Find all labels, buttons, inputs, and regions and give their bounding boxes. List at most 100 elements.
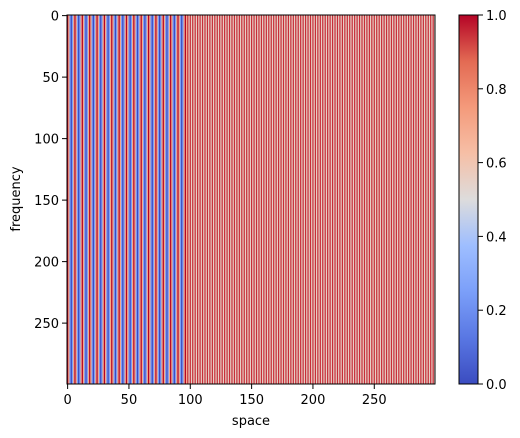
x-tick-label: 100 — [178, 393, 203, 408]
heatmap-column — [385, 15, 388, 384]
heatmap-column — [318, 15, 321, 384]
heatmap-column — [84, 15, 86, 384]
heatmap-column — [149, 15, 151, 384]
heatmap-column — [173, 15, 176, 384]
heatmap-column — [360, 15, 362, 384]
heatmap-column — [103, 15, 106, 384]
heatmap-column — [172, 15, 175, 384]
heatmap-column — [295, 15, 297, 384]
heatmap-column — [170, 15, 172, 384]
y-axis: 0 50 100 150 200 250 — [34, 10, 67, 332]
heatmap-column — [374, 15, 377, 384]
heatmap-column — [409, 15, 411, 384]
heatmap-column — [396, 15, 399, 384]
heatmap-column — [363, 15, 366, 384]
heatmap-column — [361, 15, 363, 384]
heatmap-column — [107, 15, 110, 384]
heatmap-column — [388, 15, 390, 384]
heatmap-column — [338, 15, 340, 384]
heatmap-column — [410, 15, 413, 384]
heatmap-column — [247, 15, 249, 384]
colorbar — [458, 14, 479, 385]
y-tick-label: 200 — [34, 256, 59, 271]
heatmap-column — [323, 15, 325, 384]
heatmap-column — [309, 15, 312, 384]
heatmap-column — [275, 15, 278, 384]
heatmap-column — [211, 15, 214, 384]
heatmap-column — [282, 15, 285, 384]
heatmap-column — [339, 15, 341, 384]
heatmap-column — [420, 15, 422, 384]
colorbar-tick-label: 0.0 — [486, 378, 507, 393]
heatmap-column — [421, 15, 424, 384]
heatmap-column — [217, 15, 220, 384]
heatmap-column — [401, 15, 404, 384]
heatmap-column — [333, 15, 335, 384]
heatmap-column — [314, 15, 317, 384]
heatmap-column — [226, 15, 229, 384]
heatmap-column — [265, 15, 268, 384]
heatmap-column — [291, 15, 294, 384]
heatmap-column — [411, 15, 414, 384]
heatmap-column — [179, 15, 182, 384]
colorbar-ticks: 0.0 0.2 0.4 0.6 0.8 1.0 — [478, 9, 507, 393]
heatmap-column — [368, 15, 371, 384]
heatmap-column — [408, 15, 410, 384]
heatmap-column — [422, 15, 425, 384]
x-tick-label: 200 — [301, 393, 326, 408]
heatmap-column — [419, 15, 421, 384]
heatmap-column — [274, 15, 276, 384]
heatmap-column — [377, 15, 379, 384]
y-tick-label: 250 — [34, 317, 59, 332]
heatmap-column — [227, 15, 230, 384]
heatmap-column — [190, 15, 193, 384]
heatmap-column — [352, 15, 355, 384]
heatmap-column — [320, 15, 323, 384]
heatmap-column — [304, 15, 307, 384]
heatmap-column — [165, 15, 167, 384]
heatmap-column — [228, 15, 231, 384]
heatmap-column — [307, 15, 310, 384]
heatmap-column — [73, 15, 75, 384]
heatmap-column — [406, 15, 409, 384]
heatmap-column — [106, 15, 108, 384]
heatmap-column — [114, 15, 117, 384]
heatmap-column — [69, 15, 72, 384]
heatmap-column — [87, 15, 90, 384]
heatmap-column — [166, 15, 168, 384]
heatmap-column — [108, 15, 111, 384]
heatmap-column — [133, 15, 135, 384]
heatmap-column — [183, 15, 186, 384]
heatmap-column — [334, 15, 336, 384]
heatmap-column — [431, 15, 433, 384]
heatmap-column — [101, 15, 103, 384]
heatmap-column — [285, 15, 287, 384]
heatmap-column — [400, 15, 403, 384]
heatmap-column — [93, 15, 96, 384]
heatmap-column — [403, 15, 405, 384]
heatmap-column — [331, 15, 334, 384]
heatmap-column — [156, 15, 159, 384]
heatmap-column — [163, 15, 166, 384]
heatmap-column — [399, 15, 402, 384]
heatmap-column — [313, 15, 316, 384]
heatmap-column — [195, 15, 198, 384]
heatmap-column — [389, 15, 392, 384]
heatmap-column — [167, 15, 170, 384]
heatmap-column — [210, 15, 213, 384]
heatmap-column — [357, 15, 360, 384]
heatmap-column — [122, 15, 124, 384]
heatmap-column — [251, 15, 253, 384]
heatmap-column — [430, 15, 432, 384]
heatmap-column — [118, 15, 121, 384]
heatmap-column — [117, 15, 119, 384]
heatmap-column — [78, 15, 80, 384]
heatmap-column — [382, 15, 384, 384]
heatmap-column — [243, 15, 246, 384]
heatmap-column — [292, 15, 295, 384]
heatmap-column — [268, 15, 270, 384]
heatmap-column — [187, 15, 189, 384]
heatmap-column — [322, 15, 324, 384]
heatmap-column — [264, 15, 267, 384]
